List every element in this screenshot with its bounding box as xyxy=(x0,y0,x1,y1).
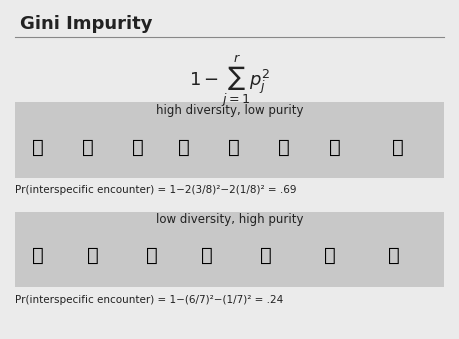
Text: 🦓: 🦓 xyxy=(32,246,44,265)
Text: 🦛: 🦛 xyxy=(260,246,272,265)
Text: 🦁: 🦁 xyxy=(392,138,404,157)
Text: 🦓: 🦓 xyxy=(388,246,400,265)
Text: Gini Impurity: Gini Impurity xyxy=(20,15,152,33)
Text: 🦏: 🦏 xyxy=(82,138,94,157)
Text: 🦓: 🦓 xyxy=(146,246,158,265)
FancyBboxPatch shape xyxy=(15,212,444,287)
Text: low diversity, high purity: low diversity, high purity xyxy=(156,213,303,226)
FancyBboxPatch shape xyxy=(15,102,444,178)
Text: Pr(interspecific encounter) = 1−(6/7)²−(1/7)² = .24: Pr(interspecific encounter) = 1−(6/7)²−(… xyxy=(15,295,283,304)
Text: 🦃: 🦃 xyxy=(228,138,240,157)
Text: high diversity, low purity: high diversity, low purity xyxy=(156,104,303,117)
Text: 🦌: 🦌 xyxy=(32,138,44,157)
Text: 🦃: 🦃 xyxy=(132,138,144,157)
Text: $1 - \sum_{j=1}^{r} p_j^2$: $1 - \sum_{j=1}^{r} p_j^2$ xyxy=(189,54,270,109)
Text: Pr(interspecific encounter) = 1−2(3/8)²−2(1/8)² = .69: Pr(interspecific encounter) = 1−2(3/8)²−… xyxy=(15,185,297,195)
Text: 🦌: 🦌 xyxy=(178,138,190,157)
Text: 🦓: 🦓 xyxy=(201,246,213,265)
Text: 🦓: 🦓 xyxy=(87,246,99,265)
Text: 🦓: 🦓 xyxy=(324,246,336,265)
Text: 🦃: 🦃 xyxy=(278,138,290,157)
Text: 🦌: 🦌 xyxy=(329,138,340,157)
